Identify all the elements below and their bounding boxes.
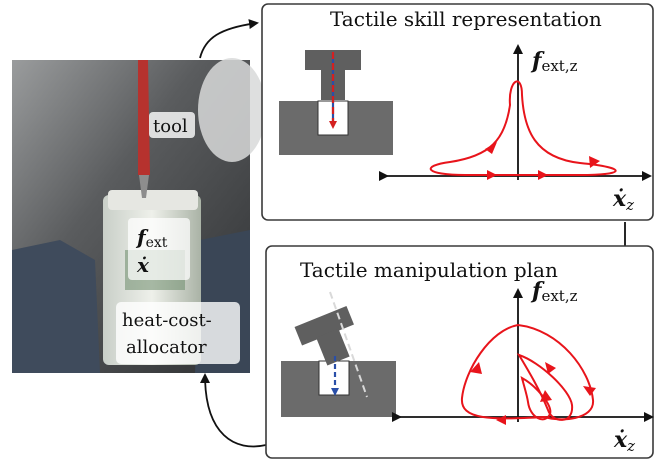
bottom-x-axis-label: ẋz — [613, 427, 635, 455]
panel-bottom-title: Tactile manipulation plan — [300, 258, 558, 282]
bottom-trajectory-outer — [460, 323, 595, 421]
bottom-trajectory-inner-2 — [520, 376, 552, 421]
panel-bottom: Tactile manipulation plan fext,z ẋz — [265, 245, 654, 459]
force-label: fext — [135, 225, 168, 251]
tilted-axis-dashed — [329, 291, 368, 398]
top-trajectory-arrow-4 — [538, 170, 548, 180]
top-y-axis-label: fext,z — [530, 48, 578, 75]
bottom-y-axis-label: fext,z — [530, 278, 578, 305]
top-y-axis-sub: ext,z — [541, 57, 577, 75]
device-label-box — [116, 302, 240, 364]
top-trajectory-arrow-2 — [589, 156, 600, 168]
vise-left — [12, 240, 100, 373]
top-x-axis-sub: z — [625, 196, 634, 214]
bottom-trajectory-arrow-3 — [583, 386, 596, 396]
tool-shaft — [138, 60, 150, 175]
tool-label-box — [149, 112, 195, 138]
bottom-y-axis-sub: ext,z — [541, 287, 577, 305]
tool-tip — [139, 175, 149, 198]
bottom-insertion-arrowhead — [331, 388, 339, 396]
photo-region: tool fext ẋ heat-cost- allocator — [12, 58, 266, 373]
device-top — [108, 190, 198, 210]
photo-background-blob — [198, 58, 266, 162]
state-label-box — [128, 218, 190, 280]
bottom-trajectory-inner-1 — [516, 353, 574, 421]
device-label-line1: heat-cost- — [122, 310, 212, 331]
arrow-bottom-panel-to-photo — [200, 373, 267, 448]
bottom-x-axis-sub: z — [626, 437, 635, 455]
bottom-trajectory-arrow-1 — [470, 362, 482, 374]
insertion-arrowhead — [329, 121, 337, 129]
insertion-sketch-bottom — [281, 291, 396, 417]
top-trajectory-arrow-1 — [485, 142, 497, 154]
force-label-sub: ext — [146, 235, 168, 251]
panel-top-title: Tactile skill representation — [330, 7, 602, 31]
insertion-sketch-top — [279, 50, 393, 155]
top-trajectory-arrow-3 — [487, 170, 497, 180]
tool-label: tool — [153, 116, 188, 137]
device-label-line2: allocator — [126, 337, 207, 358]
tilted-peg-stem — [316, 328, 350, 366]
top-x-axis-label: ẋz — [612, 186, 634, 214]
arrow-photo-to-top-panel — [199, 19, 259, 59]
velocity-label: ẋ — [136, 253, 150, 277]
bottom-trajectory-arrow-4 — [496, 415, 506, 425]
bottom-trajectory-arrow-2 — [545, 362, 556, 374]
top-trajectory — [429, 80, 617, 176]
panel-top: Tactile skill representation fext,z ẋz — [261, 3, 654, 221]
bottom-trajectory-arrow-5 — [540, 390, 552, 402]
